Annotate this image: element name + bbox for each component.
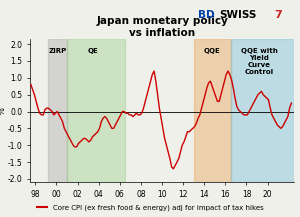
Bar [49, 39, 67, 182]
Text: ZIRP: ZIRP [48, 48, 67, 54]
Text: SWISS: SWISS [219, 10, 256, 20]
Bar [67, 39, 125, 182]
Y-axis label: %: % [0, 107, 6, 115]
Title: Japan monetary policy
vs inflation: Japan monetary policy vs inflation [96, 16, 228, 38]
Text: BD: BD [198, 10, 214, 20]
Bar [194, 39, 231, 182]
Text: 7: 7 [274, 10, 282, 20]
Text: QE: QE [88, 48, 99, 54]
Text: QQE: QQE [203, 48, 220, 54]
Bar [231, 39, 294, 182]
Legend: Core CPI (ex fresh food & energy) adj for impact of tax hikes: Core CPI (ex fresh food & energy) adj fo… [34, 201, 266, 214]
Text: QQE with
Yield
Curve
Control: QQE with Yield Curve Control [241, 48, 278, 75]
